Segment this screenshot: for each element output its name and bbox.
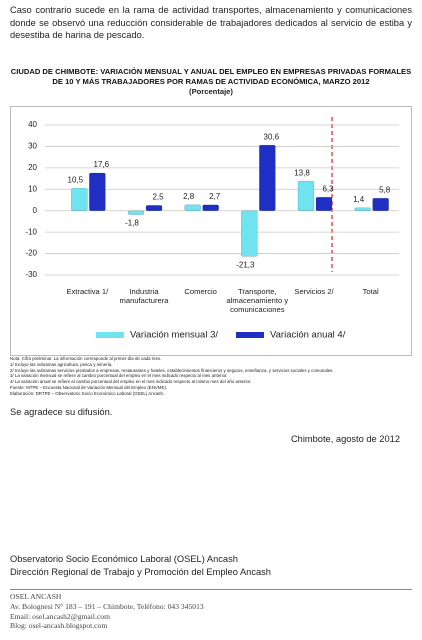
chart-subtitle: (Porcentaje) <box>189 87 233 96</box>
data-label: 30,6 <box>264 132 280 141</box>
contact-name: OSEL ANCASH <box>10 592 62 601</box>
note: 3/ La variación mensual se refiere al ca… <box>10 373 228 379</box>
note: 4/ La variación anual se refiere al camb… <box>10 379 252 385</box>
data-label: -21,3 <box>236 260 255 269</box>
contact-blog: Blog: osel-ancash.blogspot.com <box>10 621 108 631</box>
bar <box>241 210 258 257</box>
bar <box>127 210 145 215</box>
y-tick-label: 40 <box>28 120 37 129</box>
bar <box>145 205 163 211</box>
chart: 40 30 20 10 0 -10 -20 -30 10,5 17,6 -1,8 2,5 2,8 2,7 -… <box>25 117 399 341</box>
legend-swatch <box>236 332 264 338</box>
org-name: Observatorio Socio Económico Laboral (OS… <box>10 554 238 564</box>
chart-title: CIUDAD DE CHIMBOTE: VARIACIÓN MENSUAL Y … <box>10 67 412 86</box>
bar <box>202 204 219 211</box>
y-tick-label: 10 <box>28 184 37 193</box>
data-label: 1,4 <box>353 195 365 204</box>
bar <box>184 204 201 211</box>
data-label: 13,8 <box>294 168 310 177</box>
notes: Nota: Cifra preliminar. La información c… <box>10 356 412 397</box>
bar <box>372 198 389 211</box>
y-tick-label: 0 <box>33 206 38 215</box>
bar <box>354 207 371 211</box>
y-tick-label: 20 <box>28 163 37 172</box>
bar <box>71 187 88 211</box>
legend-swatch <box>96 332 124 338</box>
contact: OSEL ANCASH Av. Bolognesi N° 183 – 191 –… <box>10 592 204 631</box>
y-tick-label: -20 <box>25 249 37 258</box>
bar <box>315 196 333 211</box>
note: 1/ Incluye las subramas agricultura, pes… <box>10 361 113 367</box>
x-tick-label: Total <box>362 287 379 296</box>
legend-label: Variación mensual 3/ <box>130 330 218 341</box>
note: Elaboración: DRTPE – Observatorio Socio … <box>10 390 165 396</box>
date: Chimbote, agosto de 2012 <box>290 434 400 444</box>
data-label: 2,5 <box>152 192 164 201</box>
y-tick-label: 30 <box>28 142 37 151</box>
contact-address: Av. Bolognesi N° 183 – 191 – Chimbote, T… <box>10 601 204 611</box>
thanks: Se agradece su difusión. <box>10 407 113 417</box>
data-label: 2,8 <box>183 192 195 201</box>
note: Fuente: MTPE – Encuesta Nacional de Vari… <box>10 384 168 390</box>
chart-box: 40 30 20 10 0 -10 -20 -30 10,5 17,6 -1,8 2,5 2,8 2,7 -… <box>10 106 412 356</box>
note: Nota: Cifra preliminar. La información c… <box>10 356 162 361</box>
x-tick-label: Comercio <box>184 287 217 296</box>
footer-orgs: Observatorio Socio Económico Laboral (OS… <box>10 553 271 579</box>
data-label: 2,7 <box>209 192 221 201</box>
data-label: 17,6 <box>94 160 110 169</box>
note: 2/ Incluye las subramas servicios presta… <box>10 367 334 373</box>
divider <box>10 589 412 590</box>
data-label: -1,8 <box>125 219 139 228</box>
x-tick-label: Industria manufacturera <box>119 287 169 305</box>
y-tick-label: -30 <box>25 270 37 279</box>
x-tick-label: Servicios 2/ <box>294 287 334 296</box>
bar <box>259 144 276 211</box>
org-name: Dirección Regional de Trabajo y Promoció… <box>10 567 271 577</box>
y-tick-label: -10 <box>25 227 37 236</box>
legend-label: Variación anual 4/ <box>270 330 346 341</box>
data-label: 6,3 <box>322 184 334 193</box>
x-tick-label: Extractiva 1/ <box>66 287 109 296</box>
contact-email: Email: osel.ancash2@gmail.com <box>10 611 110 621</box>
data-label: 10,5 <box>68 175 84 184</box>
bar <box>297 180 315 211</box>
data-label: 5,8 <box>379 185 391 194</box>
bar <box>89 172 106 211</box>
x-tick-label: Transporte, almacenamiento y comunicacio… <box>226 287 289 314</box>
intro-paragraph: Caso contrario sucede en la rama de acti… <box>10 5 412 40</box>
